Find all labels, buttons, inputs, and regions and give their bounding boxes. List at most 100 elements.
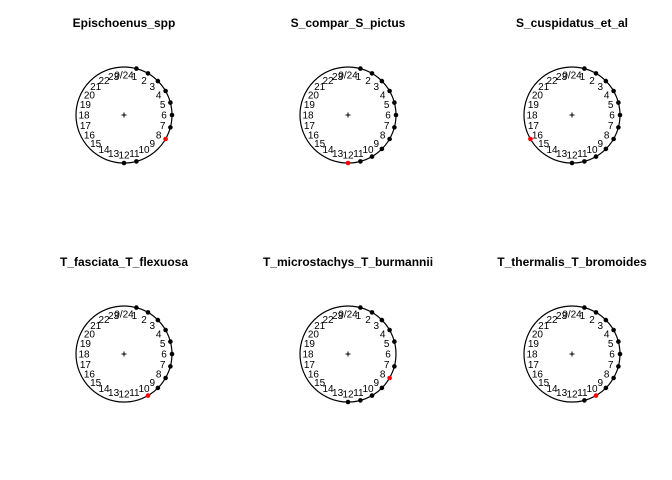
hour-label: 19 <box>80 100 92 111</box>
hour-label: 23 <box>332 72 344 83</box>
data-point <box>582 398 587 403</box>
data-point <box>145 310 151 315</box>
hour-label: 14 <box>98 145 110 156</box>
hour-label: 6 <box>161 111 167 122</box>
data-point <box>393 112 399 118</box>
data-point <box>163 88 168 94</box>
data-point <box>603 78 609 84</box>
hour-label: 11 <box>577 149 588 160</box>
data-point <box>358 398 363 403</box>
hour-label: 1 <box>356 311 362 322</box>
hour-label: 0/24 <box>338 310 358 321</box>
hour-label: 6 <box>609 350 615 361</box>
data-point <box>379 385 385 391</box>
hour-label: 16 <box>532 370 544 381</box>
data-point <box>358 66 363 71</box>
hour-label: 21 <box>314 321 326 332</box>
hour-label: 18 <box>78 350 90 361</box>
hour-label: 10 <box>586 145 598 156</box>
hour-label: 9 <box>374 139 380 150</box>
highlight-point <box>528 136 533 142</box>
hour-label: 6 <box>385 111 391 122</box>
hour-label: 13 <box>332 388 344 399</box>
hour-label: 2 <box>365 76 371 87</box>
data-point <box>593 310 599 315</box>
hour-label: 17 <box>528 360 540 371</box>
hour-label: 20 <box>84 330 96 341</box>
hour-label: 16 <box>308 370 320 381</box>
data-point <box>611 327 616 333</box>
hour-label: 21 <box>538 82 550 93</box>
hour-label: 9 <box>150 139 156 150</box>
hour-label: 4 <box>156 330 162 341</box>
hour-label: 22 <box>322 315 334 326</box>
hour-label: 10 <box>362 384 374 395</box>
hour-label: 19 <box>528 339 540 350</box>
data-point <box>155 78 161 84</box>
hour-label: 13 <box>108 388 120 399</box>
data-point <box>593 154 599 159</box>
hour-label: 11 <box>577 388 588 399</box>
hour-label: 5 <box>384 100 390 111</box>
hour-label: 13 <box>556 388 568 399</box>
hour-label: 0/24 <box>562 71 582 82</box>
hour-label: 12 <box>566 151 578 162</box>
hour-label: 15 <box>90 378 102 389</box>
data-point <box>369 71 375 76</box>
hour-label: 20 <box>308 91 320 102</box>
hour-label: 8 <box>380 370 386 381</box>
data-point <box>163 375 168 381</box>
hour-label: 22 <box>546 315 558 326</box>
data-point <box>369 310 375 315</box>
hour-label: 4 <box>380 91 386 102</box>
hour-label: 14 <box>98 384 110 395</box>
data-point <box>603 317 609 323</box>
hour-label: 23 <box>108 72 120 83</box>
hour-label: 1 <box>132 72 138 83</box>
hour-label: 2 <box>141 76 147 87</box>
data-point <box>168 364 173 369</box>
data-point <box>582 66 587 71</box>
hour-label: 10 <box>586 384 598 395</box>
hour-label: 15 <box>314 139 326 150</box>
hour-label: 1 <box>580 311 586 322</box>
hour-label: 23 <box>556 311 568 322</box>
hour-label: 10 <box>138 384 150 395</box>
hour-label: 3 <box>598 321 604 332</box>
hour-label: 10 <box>362 145 374 156</box>
hour-label: 14 <box>322 145 334 156</box>
hour-label: 18 <box>526 350 538 361</box>
hour-label: 19 <box>304 339 316 350</box>
hour-label: 4 <box>156 91 162 102</box>
hour-label: 8 <box>604 370 610 381</box>
panel-3: S_cuspidatus_et_al0/241 23456789101112131… <box>516 16 628 166</box>
data-point <box>163 327 168 333</box>
hour-label: 16 <box>308 131 320 142</box>
hour-label: 23 <box>556 72 568 83</box>
hour-label: 11 <box>129 388 140 399</box>
data-point <box>155 317 161 323</box>
hour-label: 9 <box>598 139 604 150</box>
data-point <box>379 146 385 152</box>
data-point <box>582 305 587 310</box>
hour-label: 12 <box>566 390 578 401</box>
panel-title: Epischoenus_spp <box>73 16 176 30</box>
hour-label: 19 <box>528 100 540 111</box>
data-point <box>168 339 173 344</box>
data-point <box>145 71 151 76</box>
data-point <box>611 136 616 142</box>
hour-label: 8 <box>156 370 162 381</box>
hour-label: 17 <box>80 360 92 371</box>
hour-label: 1 <box>580 72 586 83</box>
hour-label: 12 <box>118 390 130 401</box>
hour-label: 2 <box>589 76 595 87</box>
hour-label: 14 <box>322 384 334 395</box>
hour-label: 2 <box>365 315 371 326</box>
hour-label: 16 <box>532 131 544 142</box>
hour-label: 14 <box>546 384 558 395</box>
hour-label: 20 <box>84 91 96 102</box>
hour-label: 3 <box>150 82 156 93</box>
